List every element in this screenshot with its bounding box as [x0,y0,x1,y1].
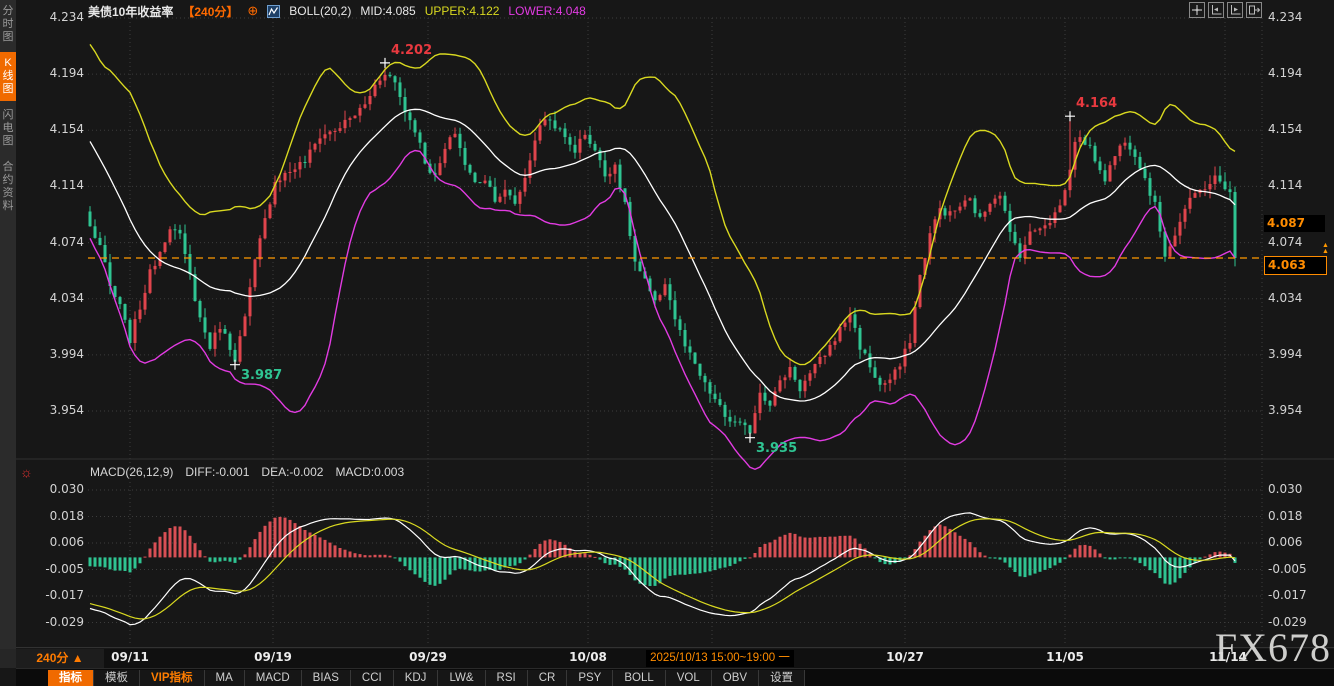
macd-tick-label: -0.005 [1268,562,1328,576]
instrument-title: 美债10年收益率 [88,3,173,20]
macd-name: MACD(26,12,9) [90,465,173,479]
trading-app-window: 分时图 K线图闪电图合约资料 美债10年收益率 【240分】 ⊕ BOLL(20,… [0,0,1334,686]
annotation-label: 3.935 [756,441,797,456]
price-tick-label: 4.034 [1268,291,1328,305]
price-marker-arrows-icon[interactable]: ▲▲ [1322,243,1329,255]
selected-bar-tooltip: 2025/10/13 15:00~19:00 一 [646,650,794,667]
price-tick-label: 4.154 [1268,122,1328,136]
circle-plus-icon[interactable]: ⊕ [247,3,258,19]
toolbar-item-15[interactable]: 设置 [759,670,805,686]
macd-diff-value: DIFF:-0.001 [185,465,249,479]
toolbar-item-5[interactable]: BIAS [302,670,351,686]
x-axis-date-label: 09/29 [396,650,460,664]
period-selector[interactable]: 240分 ▲ [16,649,104,668]
macd-tick-label: 0.006 [1268,535,1328,549]
price-tick-label: 4.194 [1268,66,1328,80]
axis-arrow-right-icon[interactable] [1227,2,1243,18]
macd-lines [90,513,1235,625]
macd-tick-label: 0.030 [1268,482,1328,496]
chart-style-icon[interactable] [267,5,280,18]
toolbar-item-9[interactable]: RSI [486,670,528,686]
extreme-cross-markers [230,58,1075,443]
toolbar-item-2[interactable]: VIP指标 [140,670,205,686]
x-axis-date-label: 09/19 [241,650,305,664]
boll-lower-value: LOWER:4.048 [508,4,585,18]
chart-type-sidebar: 分时图 K线图闪电图合约资料 [0,0,16,649]
price-tick-label: 4.114 [1268,178,1328,192]
sidebar-tab-heyue[interactable]: 合约资料 [0,156,16,218]
price-tick-label: 4.194 [34,66,84,80]
boll-label: BOLL(20,2) [289,4,351,18]
annotation-label: 4.164 [1076,96,1117,111]
price-tick-label: 3.954 [34,403,84,417]
chart-header: 美债10年收益率 【240分】 ⊕ BOLL(20,2) MID:4.085 U… [88,3,586,19]
toolbar-item-1[interactable]: 模板 [94,670,140,686]
toolbar-item-10[interactable]: CR [528,670,568,686]
x-axis-date-label: 11/05 [1033,650,1097,664]
macd-tick-label: -0.029 [34,615,84,629]
macd-macd-value: MACD:0.003 [335,465,404,479]
current-price-box: 4.087 [1264,215,1325,232]
macd-dea-value: DEA:-0.002 [261,465,323,479]
toolbar-item-6[interactable]: CCI [351,670,394,686]
price-tick-label: 4.154 [34,122,84,136]
price-tick-label: 4.114 [34,178,84,192]
toolbar-item-11[interactable]: PSY [567,670,613,686]
annotation-label: 3.987 [241,368,282,383]
pan-right-icon[interactable] [1246,2,1262,18]
price-chart-canvas[interactable] [0,0,1334,648]
axis-arrow-left-icon[interactable] [1208,2,1224,18]
sidebar-tab-fenshi[interactable]: 分时图 [0,0,16,49]
price-tick-label: 4.074 [1268,235,1328,249]
toolbar-item-12[interactable]: BOLL [613,670,665,686]
macd-tick-label: -0.005 [34,562,84,576]
x-axis-date-label: 10/08 [556,650,620,664]
macd-header: MACD(26,12,9) DIFF:-0.001 DEA:-0.002 MAC… [90,465,404,479]
toolbar-item-14[interactable]: OBV [712,670,759,686]
boll-upper-value: UPPER:4.122 [425,4,500,18]
price-tick-label: 4.234 [1268,10,1328,24]
toolbar-item-8[interactable]: LW& [438,670,485,686]
alert-sun-icon[interactable]: ☼ [20,464,33,480]
sidebar-tab-kline[interactable]: K线图 [0,52,16,101]
toolbar-item-3[interactable]: MA [205,670,245,686]
alert-price-box[interactable]: 4.063 [1264,256,1327,275]
x-axis-row: 240分 ▲ 2025/10/13 15:00~19:00 一 09/11 09/… [16,649,1334,668]
price-tick-label: 3.954 [1268,403,1328,417]
toolbar-item-0[interactable]: 指标 [48,670,94,686]
macd-tick-label: 0.030 [34,482,84,496]
x-axis-date-label: 10/27 [873,650,937,664]
indicator-toolbar: 指标模板VIP指标MAMACDBIASCCIKDJLW&RSICRPSYBOLL… [16,668,1334,686]
price-tick-label: 3.994 [1268,347,1328,361]
chart-tool-buttons [1189,2,1262,18]
macd-tick-label: 0.018 [34,509,84,523]
x-axis-date-label: 09/11 [98,650,162,664]
period-tag: 【240分】 [182,3,238,20]
macd-tick-label: 0.006 [34,535,84,549]
price-tick-label: 3.994 [34,347,84,361]
bollinger-bands [90,44,1235,469]
price-tick-label: 4.234 [34,10,84,24]
macd-histogram [89,517,1237,586]
price-tick-label: 4.074 [34,235,84,249]
toolbar-item-4[interactable]: MACD [245,670,302,686]
macd-tick-label: -0.017 [1268,588,1328,602]
price-tick-label: 4.034 [34,291,84,305]
annotation-label: 4.202 [391,43,432,58]
macd-tick-label: -0.017 [34,588,84,602]
boll-mid-value: MID:4.085 [360,4,415,18]
crosshair-icon[interactable] [1189,2,1205,18]
fx678-watermark: FX678 [1215,624,1331,671]
toolbar-item-13[interactable]: VOL [666,670,712,686]
bottom-left-corner [0,649,16,668]
macd-tick-label: 0.018 [1268,509,1328,523]
toolbar-item-7[interactable]: KDJ [394,670,439,686]
sidebar-tab-shandian[interactable]: 闪电图 [0,104,16,153]
